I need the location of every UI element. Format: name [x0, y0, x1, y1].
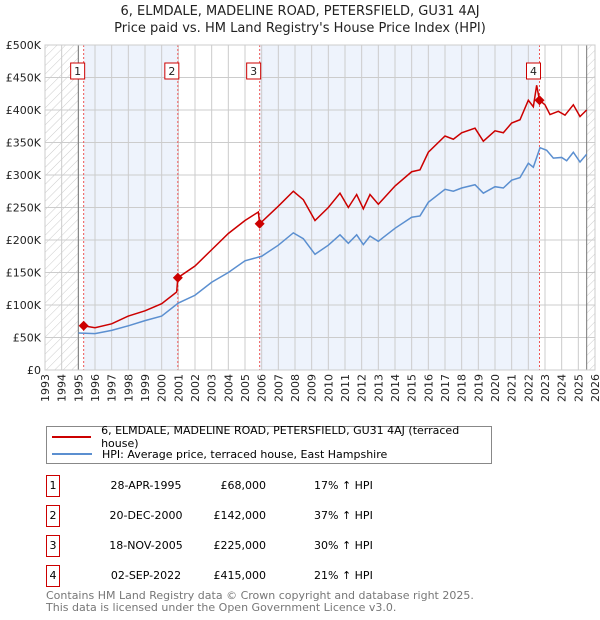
plot-border [44, 44, 596, 371]
sale-label-box [526, 62, 541, 80]
sale-point [172, 272, 183, 283]
sale-label: 4 [530, 65, 537, 78]
x-tick-label: 2005 [239, 374, 252, 402]
x-tick-label: 2010 [322, 374, 335, 402]
x-tick-label: 2001 [172, 374, 185, 402]
sale-date: 02-SEP-2022 [110, 569, 182, 582]
sale-number: 2 [46, 505, 60, 527]
x-tick-label: 2023 [539, 374, 552, 402]
y-tick-label: £450K [6, 72, 42, 85]
y-tick-label: £50K [13, 332, 42, 345]
y-tick-label: £200K [6, 234, 42, 247]
footer-copyright: Contains HM Land Registry data © Crown c… [46, 589, 474, 602]
x-tick-label: 2019 [472, 374, 485, 402]
sale-number: 1 [46, 475, 60, 497]
series-line-property [83, 85, 588, 329]
y-tick-label: £500K [6, 39, 42, 52]
x-tick-label: 2018 [456, 374, 469, 402]
sale-point [254, 218, 265, 229]
y-tick-label: £100K [6, 299, 42, 312]
x-tick-label: 1999 [139, 374, 152, 402]
x-tick-label: 2008 [289, 374, 302, 402]
x-tick-label: 1998 [122, 374, 135, 402]
chart-subtitle: Price paid vs. HM Land Registry's House … [114, 21, 486, 36]
x-tick-label: 2012 [356, 374, 369, 402]
sale-price: £142,000 [213, 509, 267, 522]
series-line-hpi [78, 146, 588, 335]
x-tick-label: 2011 [339, 374, 352, 402]
x-tick-label: 2016 [422, 374, 435, 402]
price-chart: 1993 1994 1995 1996 1997 1998 1999 2000 2001 2002… [6, 39, 600, 402]
x-tick-label: 2000 [156, 374, 169, 402]
x-tick-label: 2002 [189, 374, 202, 402]
y-tick-label: £0 [27, 364, 41, 377]
sale-date: 20-DEC-2000 [109, 509, 183, 522]
legend-label: HPI: Average price, terraced house, East… [102, 447, 388, 461]
sale-label: 2 [168, 65, 175, 78]
x-tick-label: 2009 [306, 374, 319, 402]
sale-hpi-diff: 21% ↑ HPI [314, 569, 373, 582]
x-tick-label: 2022 [522, 374, 535, 402]
sale-point [534, 95, 545, 106]
sale-price: £68,000 [220, 479, 267, 492]
x-tick-label: 1993 [39, 374, 52, 402]
sale-hpi-diff: 30% ↑ HPI [314, 539, 373, 552]
y-tick-label: £300K [6, 169, 42, 182]
legend-label: 6, ELMDALE, MADELINE ROAD, PETERSFIELD, … [101, 424, 460, 450]
sale-hpi-diff: 17% ↑ HPI [314, 479, 373, 492]
x-tick-label: 1997 [106, 374, 119, 402]
sale-point [78, 320, 89, 331]
x-tick-label: 2014 [389, 374, 402, 402]
x-tick-label: 2021 [506, 374, 519, 402]
x-tick-label: 1995 [72, 374, 85, 402]
sale-row: 4 02-SEP-2022 £415,000 21% ↑ HPI [46, 565, 446, 587]
legend-item-property: 6, ELMDALE, MADELINE ROAD, PETERSFIELD, … [47, 424, 491, 450]
footer-licence: This data is licensed under the Open Gov… [46, 601, 397, 614]
y-tick-label: £250K [6, 202, 42, 215]
sale-label-box [164, 62, 180, 80]
legend-swatch-red [52, 436, 92, 438]
sale-number: 3 [46, 535, 60, 557]
sale-hpi-diff: 37% ↑ HPI [314, 509, 373, 522]
legend-item-hpi: HPI: Average price, terraced house, East… [47, 446, 387, 462]
x-tick-label: 2020 [489, 374, 502, 402]
x-tick-label: 1994 [56, 374, 69, 402]
x-tick-label: 2026 [589, 374, 600, 402]
x-tick-label: 2025 [572, 374, 585, 402]
sale-price: £225,000 [213, 539, 267, 552]
x-tick-label: 2006 [256, 374, 269, 402]
x-tick-label: 2004 [222, 374, 235, 402]
sale-date: 28-APR-1995 [110, 479, 182, 492]
sale-label-box [246, 62, 262, 80]
x-tick-label: 2003 [206, 374, 219, 402]
x-tick-label: 1996 [89, 374, 102, 402]
x-tick-label: 2024 [556, 374, 569, 402]
sale-row: 1 28-APR-1995 £68,000 17% ↑ HPI [46, 475, 446, 497]
y-tick-label: £400K [6, 104, 42, 117]
sale-row: 3 18-NOV-2005 £225,000 30% ↑ HPI [46, 535, 446, 557]
chart-title: 6, ELMDALE, MADELINE ROAD, PETERSFIELD, … [120, 4, 480, 19]
sale-label: 3 [250, 65, 257, 78]
y-tick-label: £350K [6, 137, 42, 150]
x-tick-label: 2013 [372, 374, 385, 402]
x-tick-label: 2015 [406, 374, 419, 402]
sale-label: 1 [74, 65, 81, 78]
x-tick-label: 2017 [439, 374, 452, 402]
sale-date: 18-NOV-2005 [109, 539, 183, 552]
x-tick-label: 2007 [272, 374, 285, 402]
y-tick-label: £150K [6, 267, 42, 280]
sale-number: 4 [46, 565, 60, 587]
sale-row: 2 20-DEC-2000 £142,000 37% ↑ HPI [46, 505, 446, 527]
sale-label-box [70, 62, 86, 80]
legend: 6, ELMDALE, MADELINE ROAD, PETERSFIELD, … [46, 424, 492, 464]
sale-price: £415,000 [213, 569, 267, 582]
legend-swatch-blue [52, 453, 92, 455]
